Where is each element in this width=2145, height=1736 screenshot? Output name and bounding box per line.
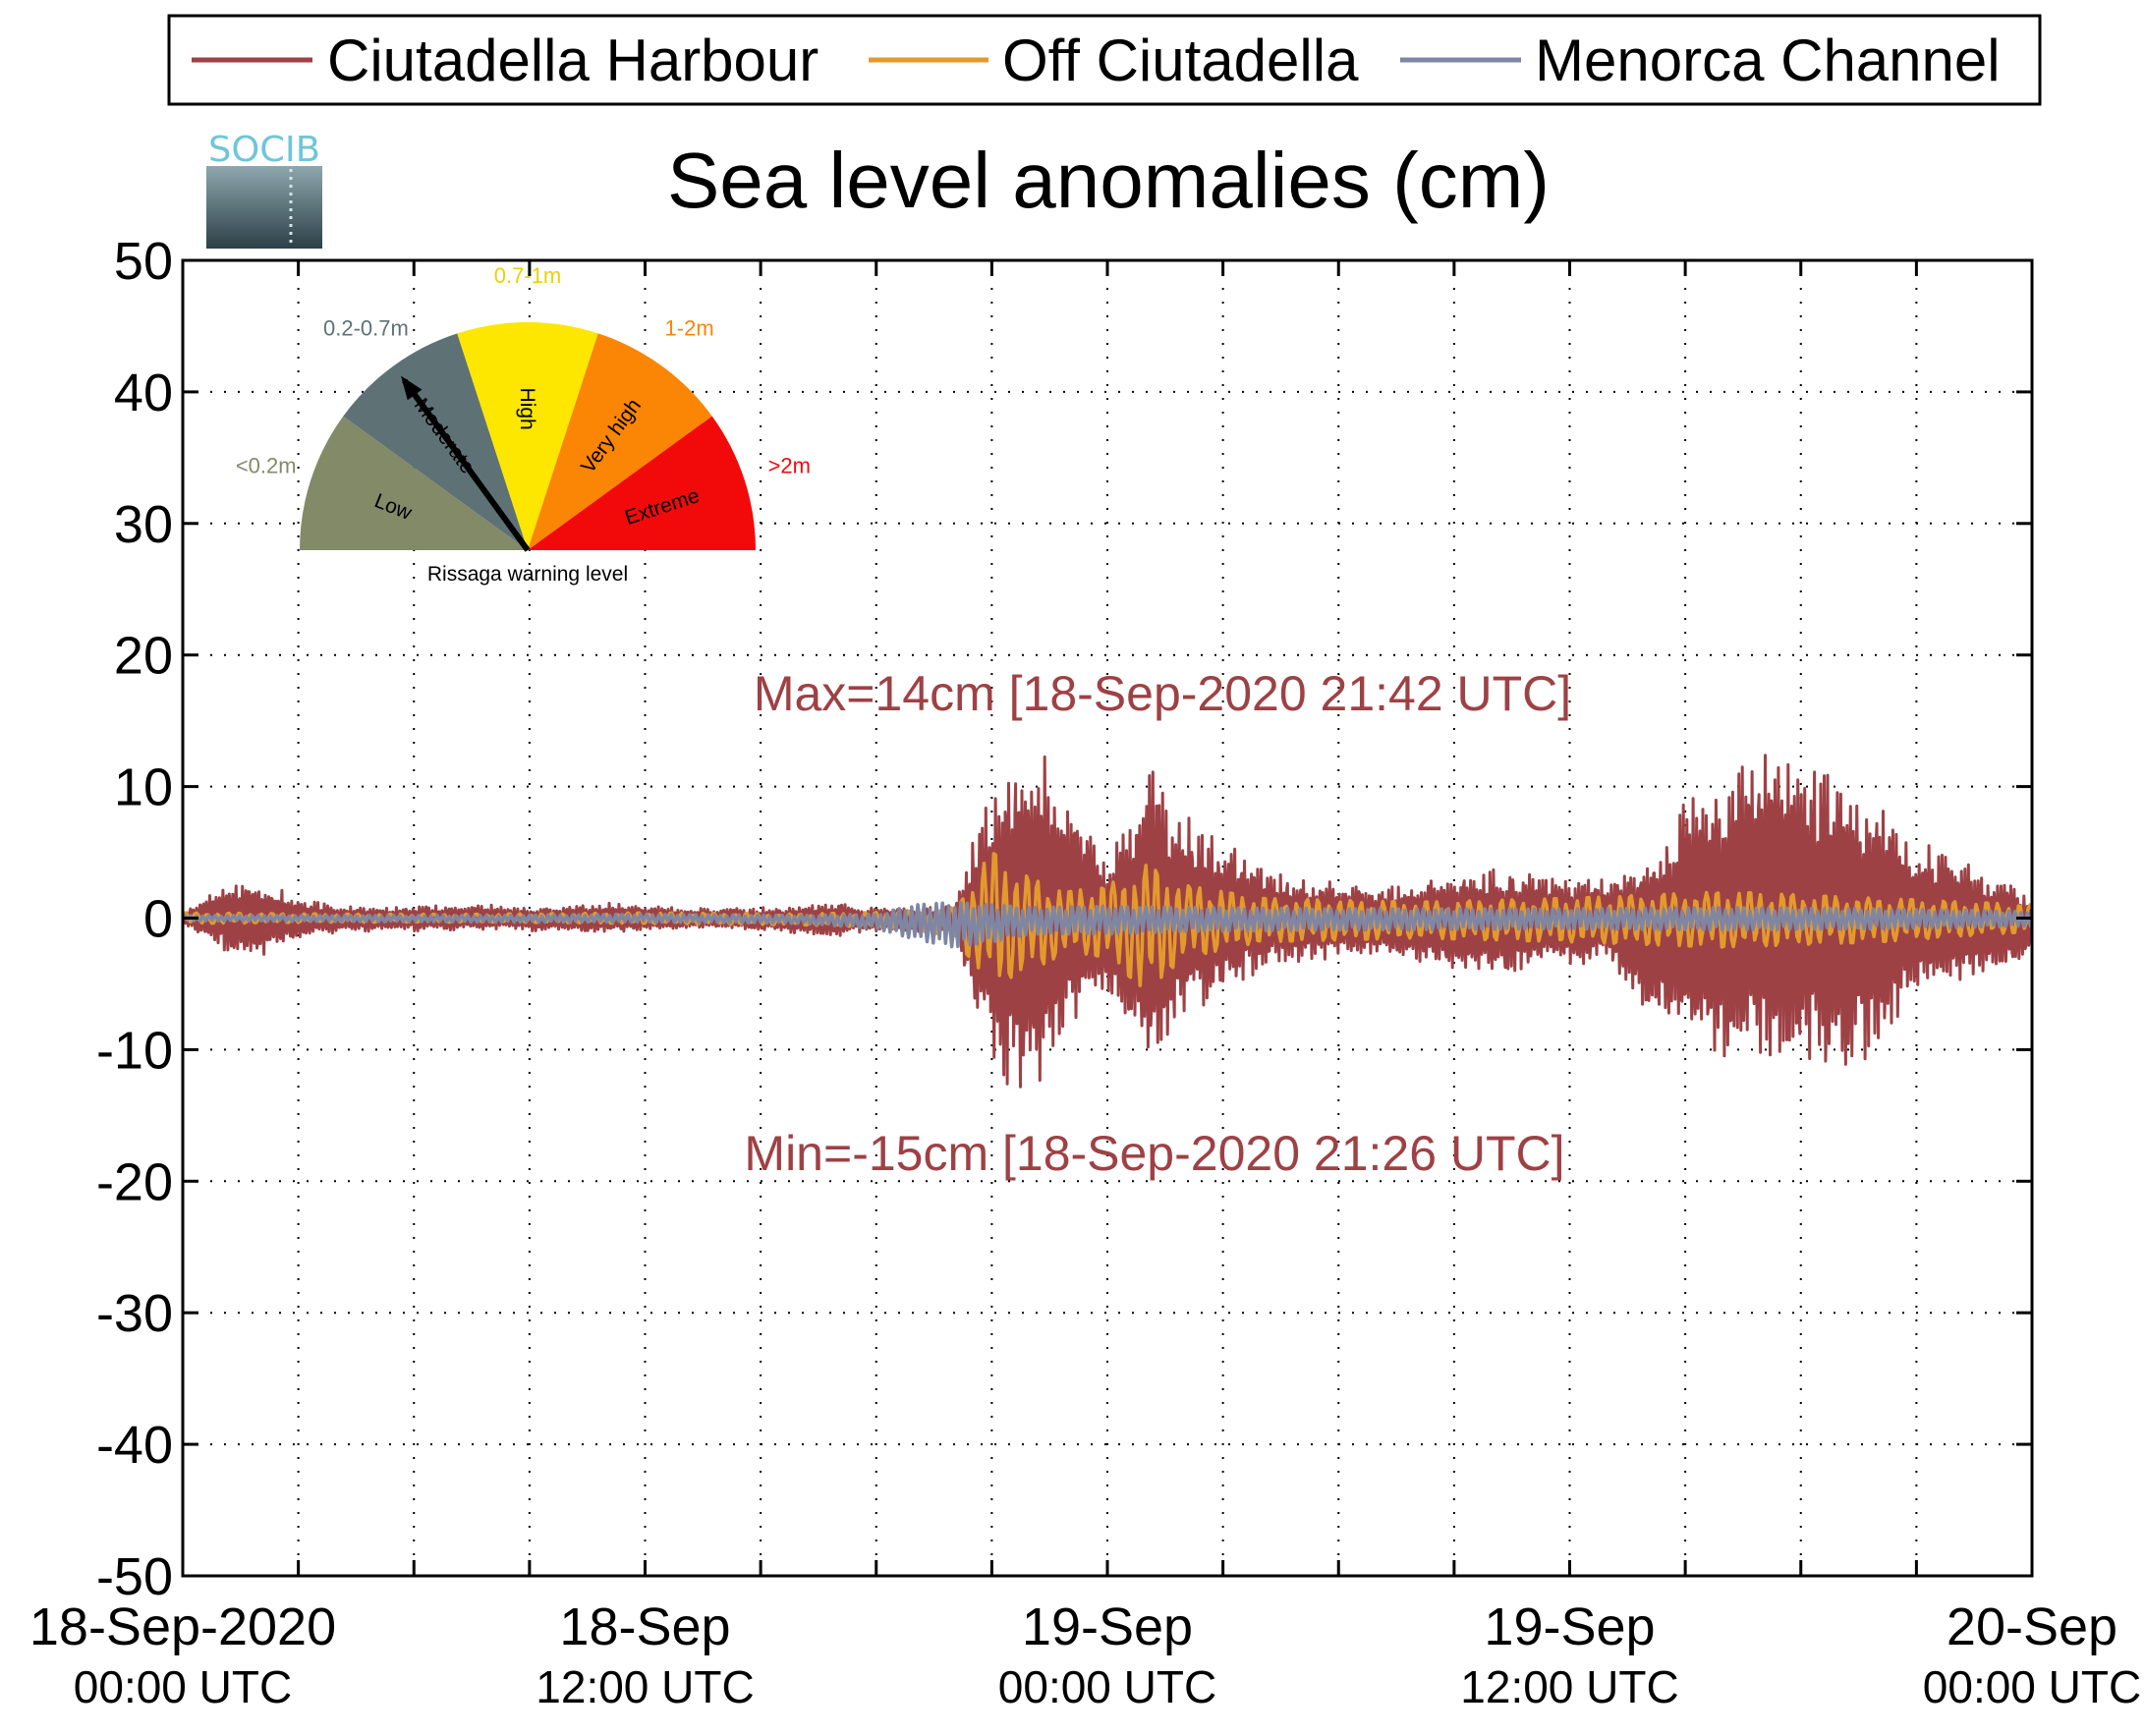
y-tick-label: -30 bbox=[96, 1284, 173, 1343]
gauge-range-label: 1-2m bbox=[665, 315, 714, 340]
y-tick-label: 40 bbox=[114, 364, 173, 422]
gauge-category-label: High bbox=[516, 388, 538, 430]
y-tick-label: 10 bbox=[114, 758, 173, 817]
y-tick-label: 0 bbox=[143, 890, 173, 949]
gauge-segment-low bbox=[300, 416, 528, 550]
chart-title: Sea level anomalies (cm) bbox=[667, 137, 1550, 224]
gauge-segment-extreme bbox=[528, 416, 756, 550]
gauge-range-label: >2m bbox=[768, 453, 811, 477]
legend-label-off-ciutadella: Off Ciutadella bbox=[1002, 28, 1359, 93]
y-tick-label: -20 bbox=[96, 1152, 173, 1211]
x-tick-sublabel: 12:00 UTC bbox=[536, 1661, 754, 1712]
y-tick-label: -10 bbox=[96, 1021, 173, 1080]
x-tick-label: 19-Sep bbox=[1484, 1597, 1655, 1656]
legend-label-menorca-channel: Menorca Channel bbox=[1535, 28, 2001, 93]
max-annotation: Max=14cm [18-Sep-2020 21:42 UTC] bbox=[754, 666, 1571, 721]
logo-block bbox=[206, 166, 322, 249]
legend-frame bbox=[167, 14, 2042, 106]
y-tick-label: 30 bbox=[114, 495, 173, 554]
gauge-title: Rissaga warning level bbox=[427, 563, 628, 586]
y-tick-label: -40 bbox=[96, 1416, 173, 1475]
gauge-segment-high bbox=[457, 322, 598, 550]
x-tick-label: 19-Sep bbox=[1022, 1597, 1193, 1656]
gauge-range-label: <0.2m bbox=[236, 453, 297, 477]
legend-label-ciutadella-harbour: Ciutadella Harbour bbox=[327, 28, 818, 93]
logo-text: SOCIB bbox=[208, 130, 320, 170]
gauge-range-label: 0.2-0.7m bbox=[323, 315, 409, 340]
x-tick-sublabel: 12:00 UTC bbox=[1460, 1661, 1678, 1712]
gauge-segment-moderate bbox=[343, 333, 528, 550]
series-line-menorca-channel bbox=[183, 901, 2032, 949]
x-tick-label: 18-Sep-2020 bbox=[29, 1597, 336, 1656]
gauge-needle bbox=[402, 378, 531, 552]
x-tick-label: 20-Sep bbox=[1947, 1597, 2117, 1656]
min-annotation: Min=-15cm [18-Sep-2020 21:26 UTC] bbox=[744, 1126, 1564, 1181]
x-tick-sublabel: 00:00 UTC bbox=[998, 1661, 1216, 1712]
socib-logo: SOCIB bbox=[206, 130, 322, 249]
y-tick-label: 20 bbox=[114, 627, 173, 686]
x-tick-sublabel: 00:00 UTC bbox=[74, 1661, 292, 1712]
x-tick-label: 18-Sep bbox=[559, 1597, 730, 1656]
series-line-ciutadella-harbour bbox=[183, 754, 2032, 1089]
legend: Ciutadella Harbour Off Ciutadella Menorc… bbox=[167, 14, 2042, 106]
gauge-range-label: 0.7-1m bbox=[494, 263, 561, 288]
y-tick-label: -50 bbox=[96, 1547, 173, 1606]
x-tick-sublabel: 00:00 UTC bbox=[1923, 1661, 2141, 1712]
gauge-needle-head bbox=[401, 375, 423, 401]
gauge-segment-very-high bbox=[528, 333, 712, 550]
y-tick-label: 50 bbox=[114, 232, 173, 291]
